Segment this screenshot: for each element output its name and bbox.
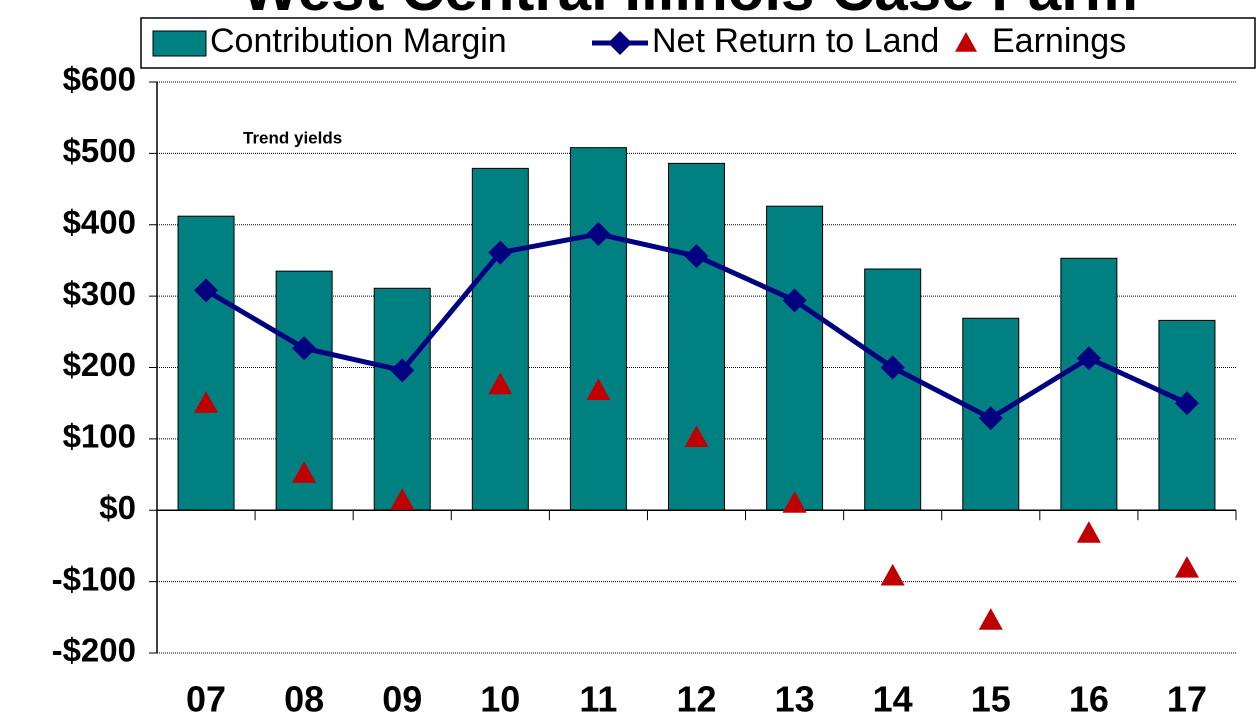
x-tick-label: 09	[382, 679, 422, 720]
legend-swatch	[608, 31, 632, 55]
point	[586, 378, 611, 400]
x-tick-label: 13	[775, 679, 815, 720]
legend-swatch	[152, 30, 207, 57]
legend-box	[140, 17, 1256, 69]
point	[880, 563, 905, 586]
line-marker	[194, 278, 219, 303]
x-tick-label: 12	[676, 679, 716, 720]
x-tick-label: 14	[873, 679, 913, 720]
line-marker	[488, 240, 513, 265]
line-marker	[782, 288, 807, 313]
y-tick-label: $600	[63, 61, 136, 98]
x-tick-label: 08	[284, 679, 324, 720]
point	[390, 488, 415, 510]
point	[978, 608, 1003, 630]
y-tick-label: $300	[63, 275, 136, 312]
y-tick-label: $0	[99, 489, 136, 526]
bar	[471, 167, 529, 511]
bar	[766, 205, 824, 511]
legend-label: Earnings	[992, 22, 1126, 60]
x-tick-label: 10	[480, 679, 520, 720]
y-tick-label: -$200	[52, 632, 136, 669]
line-marker	[1174, 391, 1199, 416]
bar	[177, 215, 235, 511]
legend-label: Net Return to Land	[652, 22, 939, 60]
y-tick-label: $400	[63, 203, 136, 240]
y-tick-label: $200	[63, 346, 136, 383]
point	[292, 461, 317, 483]
bar	[668, 162, 725, 511]
annotation: Trend yields	[243, 128, 342, 147]
bar	[1060, 257, 1118, 511]
point	[684, 425, 709, 448]
legend-swatch	[955, 32, 977, 52]
legend-label: Contribution Margin	[210, 22, 507, 60]
point	[782, 491, 807, 513]
x-tick-label: 16	[1069, 679, 1109, 720]
line-marker	[880, 355, 905, 380]
x-tick-label: 11	[579, 679, 617, 720]
bar	[569, 147, 627, 511]
bar	[373, 287, 431, 511]
point	[488, 372, 513, 395]
line-marker	[390, 358, 415, 383]
line-marker	[684, 244, 709, 269]
y-tick-label: -$100	[52, 560, 136, 597]
bar	[1158, 319, 1216, 511]
y-tick-label: $100	[63, 418, 136, 455]
bar	[864, 268, 922, 511]
x-tick-label: 17	[1167, 679, 1207, 720]
line-marker	[1076, 346, 1101, 371]
x-tick-label: 15	[971, 679, 1011, 720]
point	[194, 391, 219, 413]
x-tick-label: 07	[186, 679, 226, 720]
line-marker	[978, 406, 1003, 431]
line-marker	[586, 222, 611, 247]
point	[1076, 521, 1101, 543]
y-tick-label: $500	[63, 132, 136, 169]
point	[1174, 556, 1199, 578]
line-marker	[292, 336, 317, 361]
